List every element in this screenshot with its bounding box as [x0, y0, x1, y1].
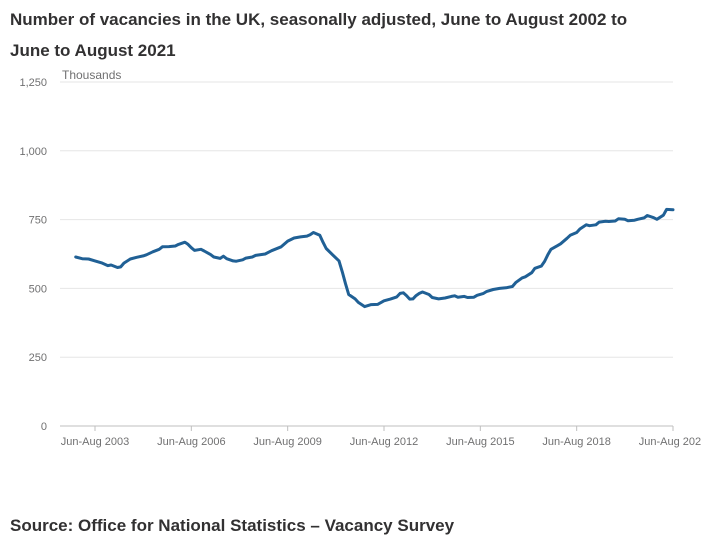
x-tick-label: Jun-Aug 2009	[253, 436, 322, 448]
y-tick-label: 500	[29, 283, 47, 295]
series-line-vacancies	[74, 207, 675, 309]
x-tick-label: Jun-Aug 2015	[446, 436, 515, 448]
gridlines	[60, 81, 673, 427]
source-note: Source: Office for National Statistics –…	[10, 516, 455, 535]
y-tick-label: 1,000	[19, 146, 47, 158]
x-tick-label: Jun-Aug 2018	[542, 436, 611, 448]
y-tick-label: 1,250	[19, 77, 47, 89]
chart-title: Number of vacancies in the UK, seasonall…	[10, 10, 628, 60]
y-tick-label: 0	[41, 421, 47, 433]
series-group	[74, 207, 675, 309]
y-axis-unit-label: Thousands	[62, 68, 121, 82]
x-tick-label: Jun-Aug 2006	[157, 436, 226, 448]
x-tick-label: Jun-Aug 2003	[61, 436, 130, 448]
y-axis: 0 250 500 750 1,000 1,250	[19, 77, 47, 433]
y-tick-label: 750	[29, 215, 47, 227]
x-tick-label: Jun-Aug 2021	[639, 436, 701, 448]
y-tick-label: 250	[29, 352, 47, 364]
x-axis: Jun-Aug 2003 Jun-Aug 2006 Jun-Aug 2009 Jun-…	[61, 426, 701, 448]
x-tick-label: Jun-Aug 2012	[350, 436, 419, 448]
